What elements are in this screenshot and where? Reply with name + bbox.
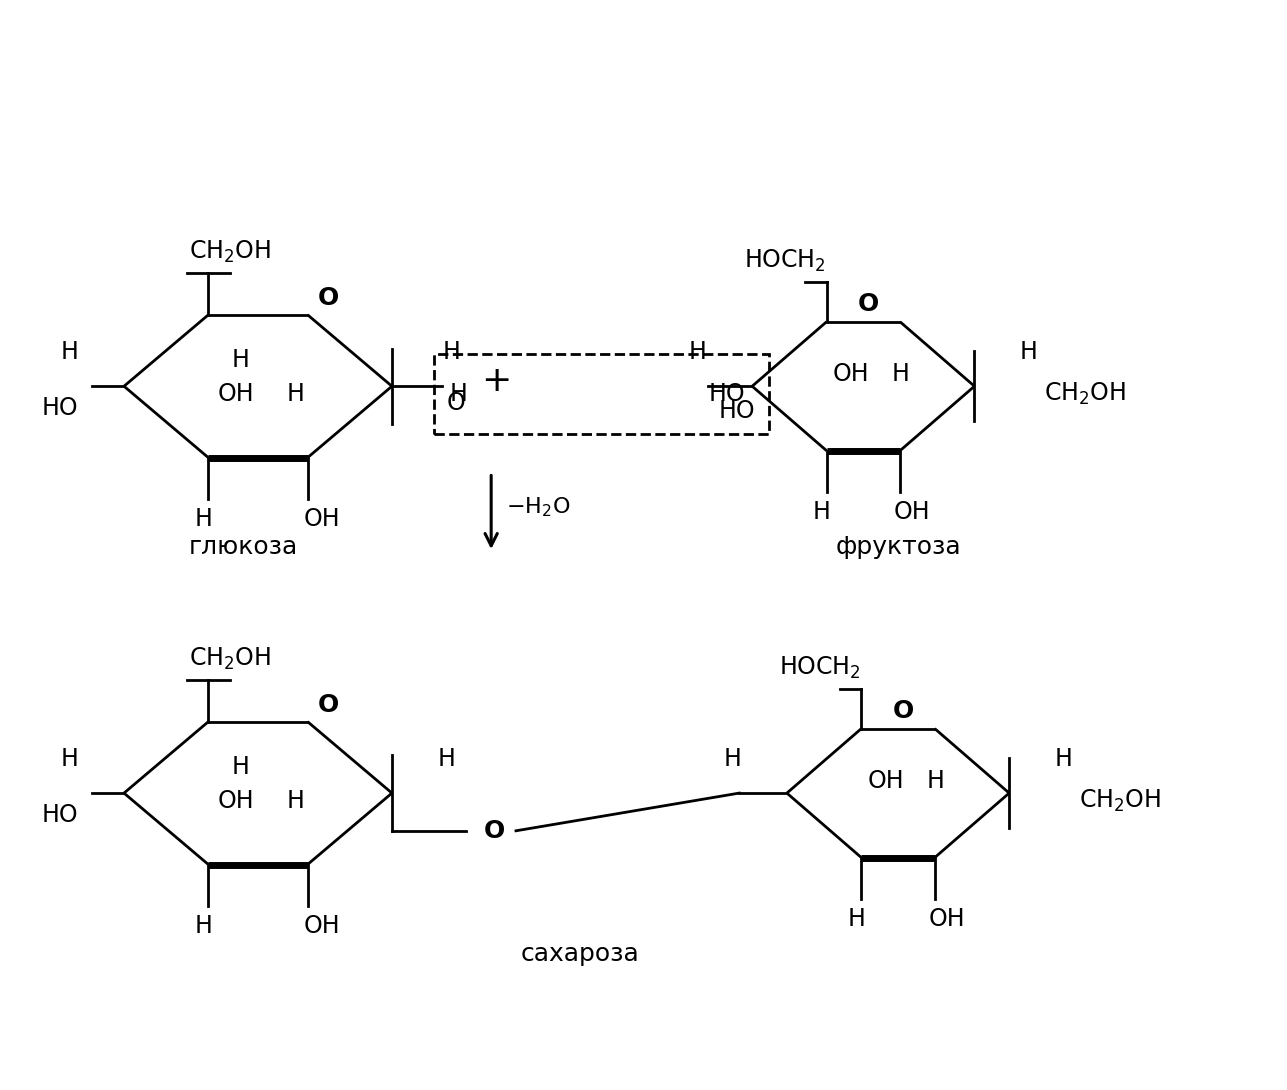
Text: H: H (1021, 340, 1039, 364)
Text: H: H (232, 349, 250, 373)
Text: фруктоза: фруктоза (835, 535, 961, 559)
Text: H: H (194, 915, 212, 938)
Text: $\mathrm{CH_2OH}$: $\mathrm{CH_2OH}$ (1044, 382, 1126, 408)
Text: $\mathrm{CH_2OH}$: $\mathrm{CH_2OH}$ (189, 239, 272, 265)
Text: $\mathrm{HOCH_2}$: $\mathrm{HOCH_2}$ (744, 247, 826, 274)
Text: глюкоза: глюкоза (188, 535, 297, 559)
Text: HO: HO (41, 396, 77, 420)
Text: HO: HO (719, 399, 755, 423)
Text: H: H (438, 748, 456, 772)
Text: OH: OH (867, 770, 905, 794)
Text: +: + (481, 364, 511, 398)
Text: OH: OH (218, 383, 255, 407)
Text: HO: HO (709, 383, 745, 407)
Text: O: O (318, 286, 338, 310)
Text: $\mathrm{CH_2OH}$: $\mathrm{CH_2OH}$ (189, 645, 272, 673)
Text: H: H (194, 507, 212, 531)
Text: H: H (287, 789, 305, 813)
Text: $\mathrm{HOCH_2}$: $\mathrm{HOCH_2}$ (779, 655, 861, 681)
Text: H: H (449, 383, 467, 407)
Text: OH: OH (218, 789, 255, 813)
Text: H: H (60, 340, 79, 364)
Text: O: O (318, 692, 338, 717)
Text: H: H (443, 340, 461, 364)
Text: H: H (812, 500, 830, 524)
Text: OH: OH (893, 500, 931, 524)
Text: H: H (847, 907, 865, 931)
Text: O: O (484, 819, 505, 843)
Text: O: O (857, 292, 879, 316)
Text: OH: OH (928, 907, 965, 931)
Text: H: H (287, 383, 305, 407)
Text: H: H (892, 362, 910, 386)
Text: O: O (447, 391, 466, 415)
Text: $-\mathrm{H_2O}$: $-\mathrm{H_2O}$ (506, 496, 570, 519)
Text: сахароза: сахароза (521, 942, 640, 966)
Text: H: H (723, 748, 741, 772)
Text: HO: HO (41, 803, 77, 827)
Text: H: H (1055, 748, 1072, 772)
Text: O: O (892, 699, 914, 723)
Text: OH: OH (304, 507, 341, 531)
Text: H: H (60, 748, 79, 772)
Text: H: H (232, 755, 250, 779)
Text: OH: OH (833, 362, 870, 386)
Text: H: H (689, 340, 707, 364)
Text: OH: OH (304, 915, 341, 938)
Text: H: H (927, 770, 945, 794)
Text: $\mathrm{CH_2OH}$: $\mathrm{CH_2OH}$ (1079, 788, 1161, 814)
